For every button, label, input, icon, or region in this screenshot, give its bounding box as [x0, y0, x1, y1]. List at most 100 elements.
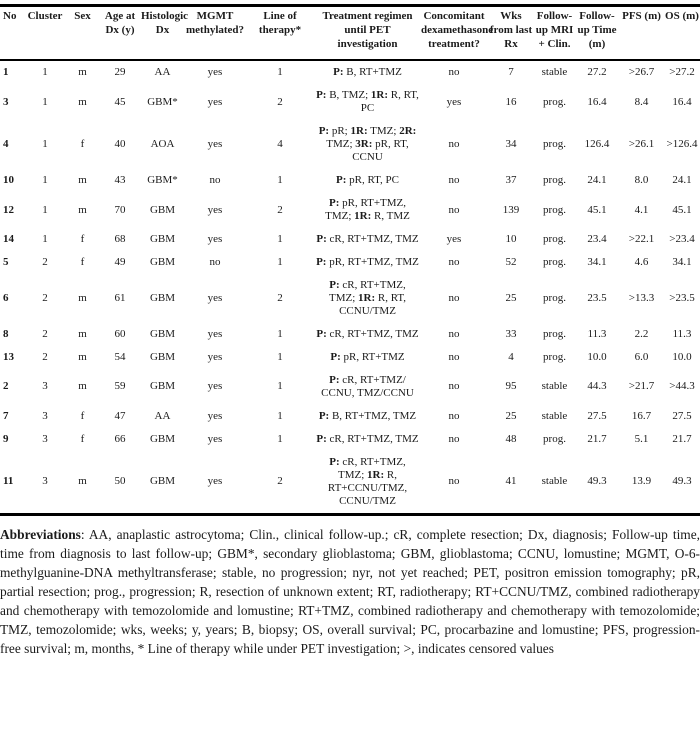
cell-os: 21.7	[672, 432, 692, 445]
cell-pfs: >26.1	[628, 138, 655, 151]
cell-pfs: >13.3	[628, 291, 655, 304]
table-row-patient-7: 7 3 f 47 AA yes 1 P: B, RT+TMZ, TMZ no 25 stable 27…	[0, 405, 700, 428]
cell-cluster: 3	[42, 409, 48, 422]
cell-wks: 48	[505, 432, 517, 445]
cell-line: 2	[277, 475, 283, 488]
cell-futime: 10.0	[587, 350, 607, 363]
cell-treatment: P: cR, RT+TMZ, TMZ	[316, 432, 419, 445]
cell-no: 3	[3, 95, 9, 108]
cell-os: >23.5	[669, 291, 695, 304]
cell-fu: stable	[541, 475, 568, 488]
cell-no: 2	[3, 380, 9, 393]
cell-mgmt: yes	[207, 66, 223, 79]
column-header-treatment: Treatment regimen until PET investigatio…	[315, 5, 420, 62]
cell-os: 45.1	[672, 203, 692, 216]
cell-age: 59	[114, 380, 126, 393]
cell-treatment: P: cR, RT+TMZ, TMZ; 1R: R, RT, CCNU/​TMZ	[328, 278, 407, 317]
table-row-patient-10: 10 1 m 43 GBM* no 1 P: pR, RT, PC no 37 prog. 24.1 8…	[0, 169, 700, 192]
cell-wks: 41	[505, 475, 517, 488]
cell-wks: 34	[505, 138, 517, 151]
cell-treatment: P: B, RT+TMZ	[333, 66, 402, 79]
cell-line: 1	[277, 432, 283, 445]
cell-cluster: 1	[42, 203, 48, 216]
cell-age: 50	[114, 475, 126, 488]
cell-dex: no	[448, 432, 460, 445]
cell-treatment: P: B, RT+TMZ, TMZ	[318, 409, 417, 422]
cell-age: 45	[114, 95, 126, 108]
abbreviations-note: Abbreviations: AA, anaplastic astrocytom…	[0, 525, 700, 659]
column-header-cluster: Cluster	[25, 5, 65, 62]
table-row-patient-11: 11 3 m 50 GBM yes 2 P: cR, RT+TMZ, TMZ; 1R: R, …	[0, 451, 700, 514]
cell-os: >126.4	[666, 138, 698, 151]
cell-treatment: P: cR, RT+TMZ, TMZ; 1R: R, RT+CCNU/​TMZ,…	[327, 455, 408, 507]
cell-fu: prog.	[543, 174, 566, 187]
cell-cluster: 2	[42, 350, 48, 363]
cell-wks: 4	[508, 350, 514, 363]
cell-os: >23.4	[669, 232, 695, 245]
cell-dex: yes	[446, 232, 462, 245]
column-header-futime: Follow-up Time (m)	[575, 5, 619, 62]
cell-hist: GBM	[149, 350, 176, 363]
column-header-fu: Follow-up MRI + Clin.	[534, 5, 575, 62]
cell-hist: GBM	[149, 432, 176, 445]
cell-line: 2	[277, 95, 283, 108]
table-body: 1 1 m 29 AA yes 1 P: B, RT+TMZ no 7 stable 27.2 >26.…	[0, 60, 700, 514]
cell-treatment: P: pR, RT+TMZ	[330, 350, 405, 363]
cell-dex: no	[448, 350, 460, 363]
cell-line: 1	[277, 350, 283, 363]
cell-fu: prog.	[543, 232, 566, 245]
cell-age: 43	[114, 174, 126, 187]
cell-age: 68	[114, 232, 126, 245]
cell-treatment: P: cR, RT+TMZ/​CCNU, TMZ/​CCNU	[321, 373, 414, 399]
column-header-wks: Wks from last Rx	[488, 5, 534, 62]
cell-hist: GBM	[149, 255, 176, 268]
cell-futime: 49.3	[587, 475, 607, 488]
cell-wks: 37	[505, 174, 517, 187]
table-row-patient-4: 4 1 f 40 AOA yes 4 P: pR; 1R: TMZ; 2R: TMZ; 3R:…	[0, 120, 700, 169]
cell-mgmt: yes	[207, 350, 223, 363]
table-row-patient-13: 13 2 m 54 GBM yes 1 P: pR, RT+TMZ no 4 prog. 10.0 6.…	[0, 346, 700, 369]
cell-line: 1	[277, 66, 283, 79]
cell-hist: GBM	[149, 327, 176, 340]
cell-pfs: 8.0	[634, 174, 649, 187]
cell-pfs: >22.1	[628, 232, 655, 245]
cell-pfs: 8.4	[634, 95, 649, 108]
cell-treatment: P: pR; 1R: TMZ; 2R: TMZ; 3R: pR, RT, CCN…	[318, 125, 417, 164]
cell-dex: no	[448, 475, 460, 488]
cell-no: 10	[3, 174, 14, 187]
cell-fu: prog.	[543, 291, 566, 304]
cell-age: 47	[114, 409, 126, 422]
cell-mgmt: yes	[207, 409, 223, 422]
cell-futime: 21.7	[587, 432, 607, 445]
cell-cluster: 1	[42, 95, 48, 108]
cell-age: 40	[114, 138, 126, 151]
cell-os: >27.2	[669, 66, 695, 79]
cell-sex: f	[80, 409, 85, 422]
cell-dex: no	[448, 66, 460, 79]
cell-pfs: 4.6	[634, 255, 649, 268]
cell-dex: no	[448, 174, 460, 187]
cell-no: 12	[3, 203, 14, 216]
cell-cluster: 1	[42, 138, 48, 151]
column-header-no: No	[0, 5, 25, 62]
cell-fu: prog.	[543, 255, 566, 268]
cell-sex: m	[78, 203, 87, 216]
cell-wks: 7	[508, 66, 514, 79]
cell-wks: 10	[505, 232, 517, 245]
cell-line: 1	[277, 327, 283, 340]
cell-os: >44.3	[669, 380, 695, 393]
cell-no: 7	[3, 409, 9, 422]
table-row-patient-14: 14 1 f 68 GBM yes 1 P: cR, RT+TMZ, TMZ yes 10 prog…	[0, 228, 700, 251]
cell-wks: 25	[505, 409, 517, 422]
cell-age: 66	[114, 432, 126, 445]
cell-sex: m	[78, 95, 87, 108]
cell-wks: 16	[505, 95, 517, 108]
cell-os: 27.5	[672, 409, 692, 422]
cell-cluster: 2	[42, 255, 48, 268]
abbreviations-label: Abbreviations	[0, 526, 81, 542]
cell-wks: 25	[505, 291, 517, 304]
table-row-patient-9: 9 3 f 66 GBM yes 1 P: cR, RT+TMZ, TMZ no 48 prog. 2…	[0, 428, 700, 451]
cell-hist: AOA	[150, 138, 175, 151]
cell-os: 11.3	[672, 327, 692, 340]
